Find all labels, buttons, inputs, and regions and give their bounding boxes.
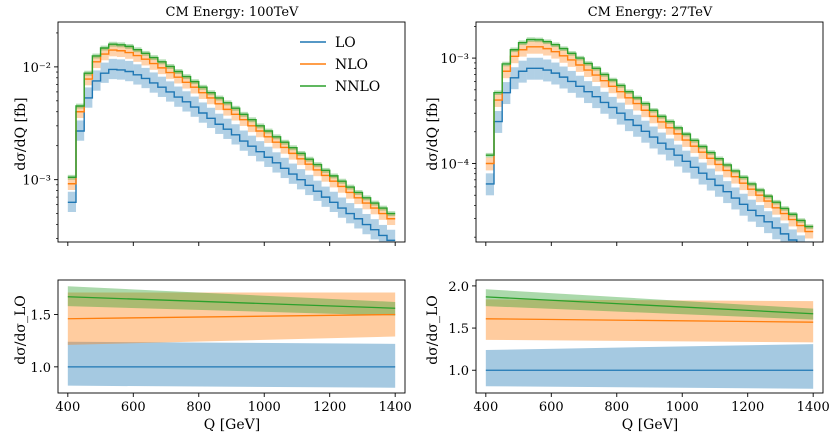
xtick-label-3: 1000 bbox=[248, 400, 281, 415]
xtick-label-2: 800 bbox=[186, 400, 211, 415]
ratio-line-nnlo bbox=[67, 296, 396, 309]
main-ytick-label-0: 10⁻⁴ bbox=[440, 158, 469, 173]
ratio-band-nnlo bbox=[67, 286, 396, 316]
ratio-ylabel-100tev: dσ/dσ_LO bbox=[13, 295, 29, 365]
ratio-line-nnlo bbox=[485, 296, 814, 315]
line-nnlo bbox=[485, 38, 814, 228]
band-lo-bin-39 bbox=[804, 241, 814, 242]
band-lo-bin-36 bbox=[780, 223, 789, 242]
line-nlo bbox=[67, 49, 396, 220]
panel-title-100tev: CM Energy: 100TeV bbox=[166, 5, 300, 20]
main-ytick-label-1: 10⁻³ bbox=[440, 52, 469, 67]
ratio-line-nlo bbox=[485, 318, 814, 323]
xtick-label-5: 1400 bbox=[379, 400, 412, 415]
ratio-ytick-label-0: 1.0 bbox=[448, 364, 469, 379]
legend-label-nnlo: NNLO bbox=[335, 79, 380, 95]
panel-title-27tev: CM Energy: 27TeV bbox=[588, 5, 713, 20]
xlabel-100tev: Q [GeV] bbox=[204, 417, 260, 433]
line-lo bbox=[485, 67, 798, 242]
xlabel-27tev: Q [GeV] bbox=[622, 417, 678, 433]
main-plot-100tev: 10⁻³ 10⁻² bbox=[22, 21, 406, 246]
legend: LO NLO NNLO bbox=[300, 35, 380, 95]
main-ytick-label-1: 10⁻² bbox=[22, 61, 51, 76]
xtick-label-3: 1000 bbox=[666, 400, 699, 415]
xtick-label-0: 400 bbox=[55, 400, 80, 415]
ratio-plot-27tev: 1.0 1.5 2.0 400 600 800 1000 1200 1400 bbox=[448, 279, 830, 415]
band-lo-bin-39 bbox=[386, 229, 396, 242]
ratio-frame bbox=[57, 279, 406, 394]
ratio-ytick-label-1: 1.5 bbox=[448, 322, 469, 337]
main-plot-27tev: 10⁻⁴ 10⁻³ bbox=[440, 21, 824, 246]
ratio-ytick-label-0: 1.0 bbox=[30, 361, 51, 376]
main-ylabel-27tev: dσ/dQ [fb] bbox=[425, 97, 441, 170]
xtick-label-5: 1400 bbox=[797, 400, 830, 415]
band-lo-bin-38 bbox=[378, 224, 387, 242]
xtick-label-4: 1200 bbox=[313, 400, 346, 415]
legend-label-lo: LO bbox=[335, 35, 356, 51]
band-lo-bin-37 bbox=[788, 229, 797, 242]
ratio-band-lo bbox=[67, 341, 396, 388]
legend-label-nlo: NLO bbox=[335, 57, 368, 73]
ratio-ytick-label-1: 1.5 bbox=[30, 309, 51, 324]
xtick-label-1: 600 bbox=[539, 400, 564, 415]
main-ytick-label-0: 10⁻³ bbox=[22, 174, 51, 189]
ratio-frame bbox=[475, 279, 824, 394]
ratio-ytick-label-2: 2.0 bbox=[448, 280, 469, 295]
xtick-label-4: 1200 bbox=[731, 400, 764, 415]
main-ylabel-100tev: dσ/dQ [fb] bbox=[13, 97, 29, 170]
xtick-label-1: 600 bbox=[121, 400, 146, 415]
xtick-label-0: 400 bbox=[473, 400, 498, 415]
main-frame bbox=[57, 21, 406, 243]
band-lo-bin-38 bbox=[796, 235, 805, 242]
ratio-band-nnlo bbox=[485, 289, 814, 320]
xtick-label-2: 800 bbox=[604, 400, 629, 415]
line-lo bbox=[67, 68, 396, 241]
ratio-band-lo bbox=[485, 344, 814, 389]
ratio-ylabel-27tev: dσ/dσ_LO bbox=[425, 295, 441, 365]
ratio-plot-100tev: 1.0 1.5 400 600 800 1000 1200 1400 bbox=[30, 279, 412, 415]
ratio-line-nlo bbox=[67, 313, 396, 320]
line-nnlo bbox=[67, 43, 396, 215]
line-nlo bbox=[485, 46, 814, 233]
